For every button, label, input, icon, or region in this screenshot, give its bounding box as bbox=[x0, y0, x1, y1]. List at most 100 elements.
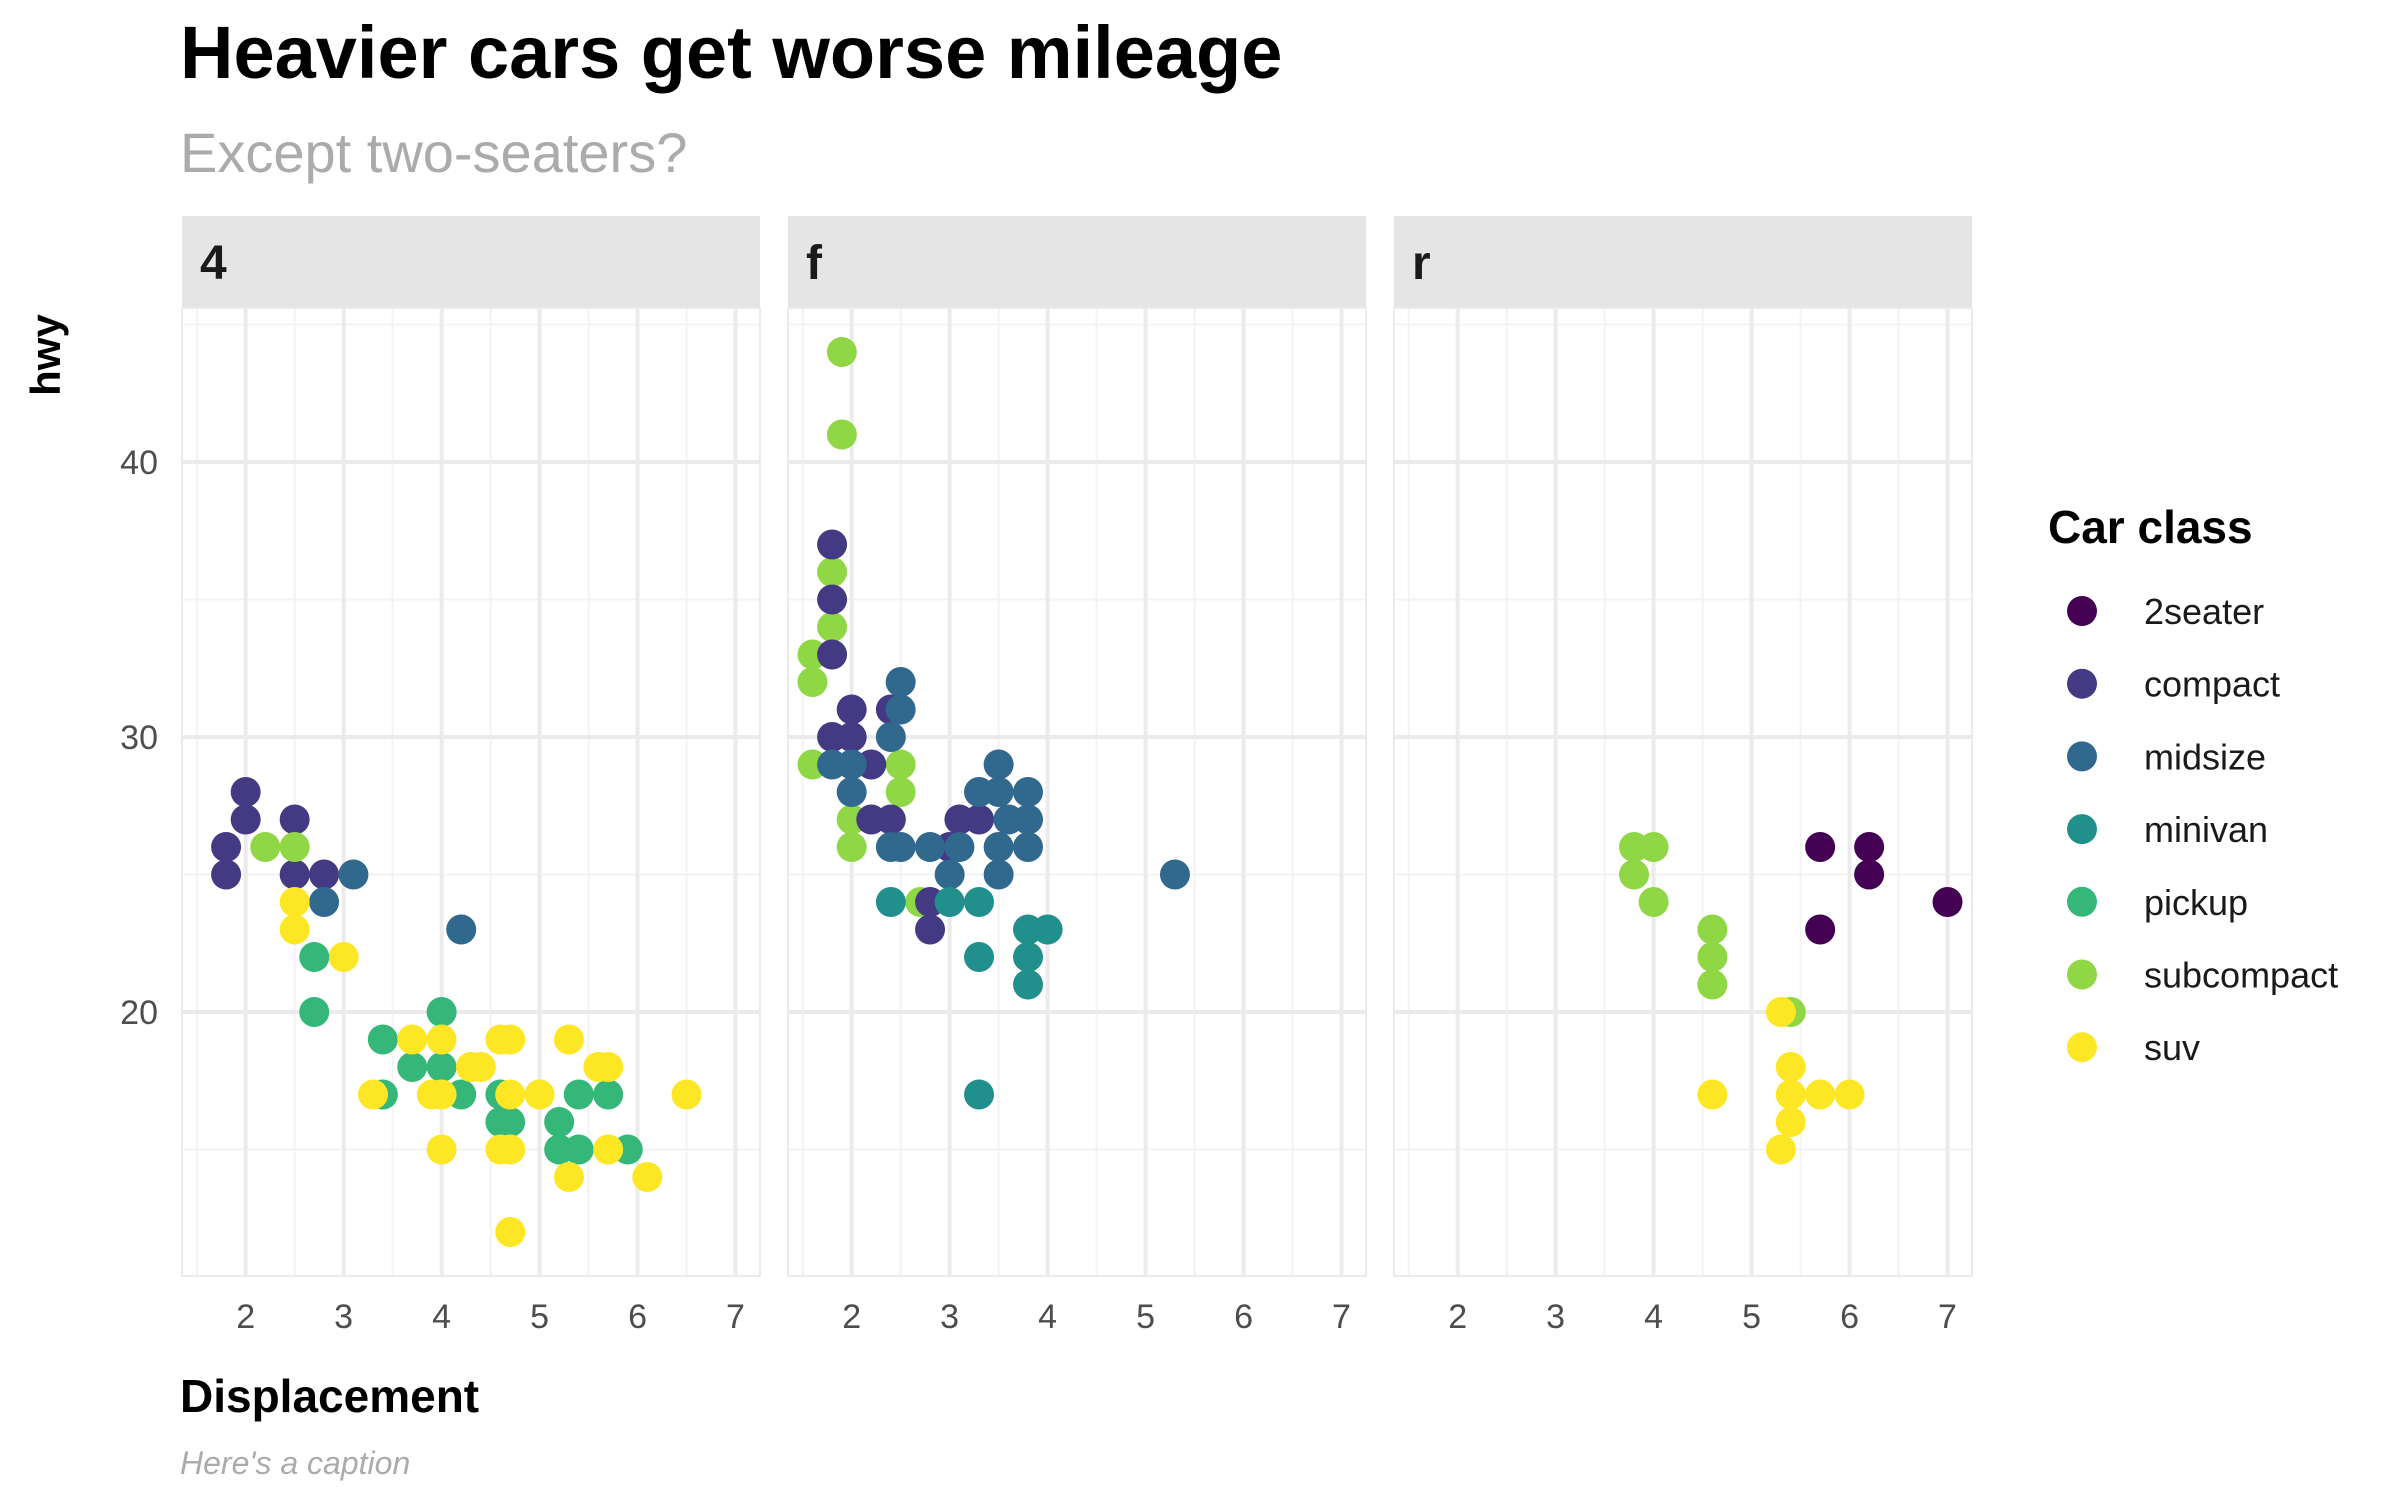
data-point bbox=[1805, 914, 1836, 945]
data-point bbox=[309, 887, 340, 917]
data-point bbox=[563, 1134, 594, 1165]
data-point bbox=[358, 1079, 389, 1110]
data-point bbox=[426, 1079, 457, 1110]
data-point bbox=[553, 1162, 584, 1192]
legend-item-minivan: minivan bbox=[2067, 809, 2268, 850]
legend-label: midsize bbox=[2144, 736, 2266, 777]
panel-border bbox=[787, 307, 1367, 1277]
data-point bbox=[1032, 914, 1063, 945]
legend-item-suv: suv bbox=[2067, 1027, 2200, 1068]
panel-border bbox=[181, 307, 761, 1277]
legend-title: Car class bbox=[2048, 501, 2253, 553]
data-point bbox=[230, 804, 261, 835]
data-point bbox=[1013, 969, 1044, 1000]
x-tick-label: 2 bbox=[236, 1298, 255, 1336]
y-axis-title: hwy bbox=[22, 314, 69, 396]
data-point bbox=[1775, 1079, 1806, 1110]
legend-item-subcompact: subcompact bbox=[2067, 955, 2338, 996]
legend-key bbox=[2067, 668, 2097, 699]
facet-strip-4 bbox=[182, 216, 760, 308]
data-point bbox=[524, 1079, 555, 1110]
data-point bbox=[563, 1079, 594, 1110]
data-point bbox=[328, 942, 359, 972]
data-point bbox=[885, 667, 916, 697]
data-point bbox=[964, 804, 995, 835]
data-point bbox=[1805, 832, 1836, 862]
x-tick-label: 6 bbox=[628, 1298, 647, 1336]
data-point bbox=[1013, 777, 1044, 807]
data-point bbox=[211, 832, 242, 862]
x-tick-label: 5 bbox=[1136, 1298, 1155, 1336]
data-point bbox=[279, 914, 310, 945]
x-tick-label: 4 bbox=[1038, 1298, 1057, 1336]
x-tick-label: 2 bbox=[842, 1298, 861, 1336]
data-point bbox=[1805, 1079, 1836, 1110]
y-tick-label: 20 bbox=[120, 994, 158, 1032]
data-point bbox=[1765, 1134, 1796, 1165]
data-point bbox=[983, 832, 1014, 862]
chart-subtitle: Except two-seaters? bbox=[180, 121, 687, 184]
data-point bbox=[944, 832, 975, 862]
facet-strip-label: 4 bbox=[200, 237, 227, 290]
data-point bbox=[632, 1162, 663, 1192]
data-point bbox=[1697, 1079, 1728, 1110]
data-point bbox=[836, 749, 867, 780]
data-point bbox=[1765, 997, 1796, 1027]
legend-label: 2seater bbox=[2144, 591, 2264, 632]
data-point bbox=[1775, 1052, 1806, 1082]
facet-strip-f bbox=[788, 216, 1366, 308]
legend-key bbox=[2067, 1032, 2097, 1063]
x-tick-label: 5 bbox=[1742, 1298, 1761, 1336]
data-point bbox=[826, 419, 857, 450]
data-point bbox=[367, 1024, 398, 1055]
facet-panel-f: f 2 3 4 5 6 7 bbox=[787, 216, 1367, 1336]
data-point bbox=[875, 887, 906, 917]
data-point bbox=[1159, 859, 1190, 890]
legend-key bbox=[2067, 596, 2097, 626]
data-point bbox=[426, 997, 457, 1027]
x-tick-label: 6 bbox=[1840, 1298, 1859, 1336]
legend-key bbox=[2067, 741, 2097, 772]
data-point bbox=[1775, 1107, 1806, 1137]
data-point bbox=[1013, 942, 1044, 972]
data-point bbox=[495, 1217, 526, 1247]
data-point bbox=[446, 914, 477, 945]
data-point bbox=[495, 1079, 526, 1110]
data-point bbox=[817, 584, 848, 615]
facet-panel-4: 4 2 3 4 5 6 7 20 30 40 bbox=[120, 216, 761, 1336]
data-point bbox=[397, 1052, 428, 1082]
data-point bbox=[230, 777, 261, 807]
chart-caption: Here's a caption bbox=[180, 1445, 410, 1481]
data-point bbox=[983, 749, 1014, 780]
data-point bbox=[885, 694, 916, 725]
x-tick-label: 3 bbox=[334, 1298, 353, 1336]
data-point bbox=[993, 804, 1024, 835]
x-tick-label: 7 bbox=[1938, 1298, 1957, 1336]
legend-key bbox=[2067, 959, 2097, 990]
data-point bbox=[836, 722, 867, 752]
legend-label: subcompact bbox=[2144, 955, 2338, 996]
y-tick-label: 40 bbox=[120, 444, 158, 482]
facet-panels: 4 2 3 4 5 6 7 20 30 40 f 2 3 4 5 6 7 r 2 3 4 5 6 7 bbox=[120, 216, 1973, 1336]
data-point bbox=[817, 639, 848, 670]
x-axis-title: Displacement bbox=[180, 1370, 479, 1422]
data-point bbox=[1697, 969, 1728, 1000]
data-point bbox=[1854, 859, 1885, 890]
data-point bbox=[299, 997, 330, 1027]
data-point bbox=[885, 832, 916, 862]
data-point bbox=[836, 694, 867, 725]
x-tick-label: 5 bbox=[530, 1298, 549, 1336]
x-tick-label: 4 bbox=[432, 1298, 451, 1336]
data-point bbox=[1834, 1079, 1865, 1110]
data-point bbox=[211, 859, 242, 890]
x-tick-label: 3 bbox=[940, 1298, 959, 1336]
data-point bbox=[279, 859, 310, 890]
legend-label: minivan bbox=[2144, 809, 2268, 850]
legend-item-midsize: midsize bbox=[2067, 736, 2266, 777]
data-point bbox=[817, 612, 848, 642]
data-point bbox=[426, 1052, 457, 1082]
data-point bbox=[875, 804, 906, 835]
data-point bbox=[485, 1107, 516, 1137]
facet-strip-r bbox=[1394, 216, 1972, 308]
chart-title: Heavier cars get worse mileage bbox=[180, 11, 1282, 94]
